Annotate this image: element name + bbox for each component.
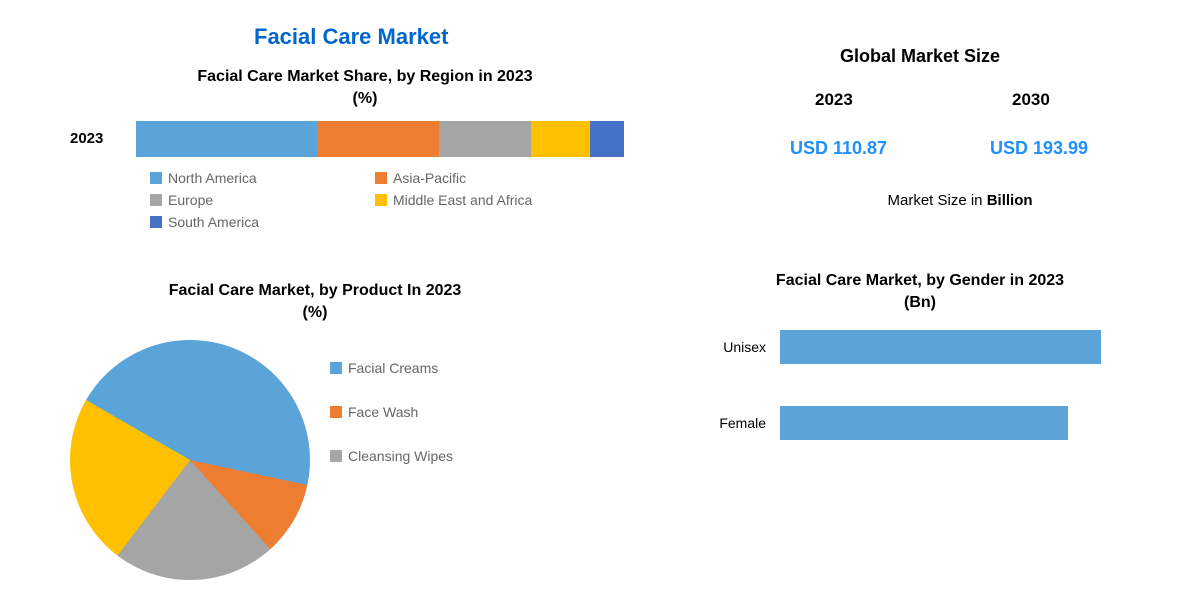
region-legend-item: North America bbox=[150, 170, 345, 186]
market-size-unit-prefix: Market Size in bbox=[887, 192, 986, 209]
stacked-bar-track bbox=[135, 120, 625, 158]
market-size-year-2030: 2030 bbox=[1012, 90, 1050, 110]
market-size-value-2023: USD 110.87 bbox=[790, 138, 887, 159]
region-legend: North America Asia-Pacific Europe Middle Ea… bbox=[150, 170, 620, 230]
legend-label: Asia-Pacific bbox=[393, 170, 466, 186]
gender-label: Female bbox=[700, 415, 780, 431]
legend-label: Middle East and Africa bbox=[393, 192, 532, 208]
region-chart-title: Facial Care Market Share, by Region in 2… bbox=[135, 68, 595, 86]
market-size-year-2023: 2023 bbox=[815, 90, 853, 110]
legend-swatch bbox=[150, 172, 162, 184]
legend-swatch bbox=[375, 194, 387, 206]
legend-label: Facial Creams bbox=[348, 360, 438, 376]
gender-bar-chart: Unisex Female bbox=[700, 330, 1140, 482]
region-legend-item: Middle East and Africa bbox=[375, 192, 570, 208]
gender-bar bbox=[780, 406, 1068, 440]
market-size-title: Global Market Size bbox=[730, 46, 1110, 67]
gender-bar-wrap bbox=[780, 406, 1140, 440]
stacked-bar-seg-0 bbox=[136, 121, 317, 157]
legend-swatch bbox=[330, 362, 342, 374]
product-pie-chart bbox=[70, 340, 310, 580]
gender-row: Female bbox=[700, 406, 1140, 440]
region-year-label: 2023 bbox=[70, 130, 103, 147]
legend-swatch bbox=[330, 450, 342, 462]
product-chart-subtitle: (%) bbox=[80, 304, 550, 322]
stacked-bar-seg-4 bbox=[590, 121, 624, 157]
gender-chart-title: Facial Care Market, by Gender in 2023 bbox=[700, 272, 1140, 290]
region-chart-subtitle: (%) bbox=[135, 90, 595, 108]
legend-label: North America bbox=[168, 170, 257, 186]
gender-chart-subtitle: (Bn) bbox=[700, 294, 1140, 312]
legend-swatch bbox=[150, 194, 162, 206]
market-size-unit-bold: Billion bbox=[987, 192, 1033, 209]
region-legend-item: Asia-Pacific bbox=[375, 170, 570, 186]
market-size-unit: Market Size in Billion bbox=[820, 192, 1100, 209]
stacked-bar-seg-1 bbox=[317, 121, 439, 157]
gender-row: Unisex bbox=[700, 330, 1140, 364]
region-legend-item: Europe bbox=[150, 192, 345, 208]
legend-label: South America bbox=[168, 214, 259, 230]
gender-label: Unisex bbox=[700, 339, 780, 355]
product-legend: Facial Creams Face Wash Cleansing Wipes bbox=[330, 360, 525, 464]
product-legend-item: Face Wash bbox=[330, 404, 525, 420]
region-legend-item: South America bbox=[150, 214, 345, 230]
stacked-bar-seg-2 bbox=[439, 121, 532, 157]
product-chart-title: Facial Care Market, by Product In 2023 bbox=[80, 282, 550, 300]
gender-bar-wrap bbox=[780, 330, 1140, 364]
product-legend-item: Cleansing Wipes bbox=[330, 448, 525, 464]
market-size-value-2030: USD 193.99 bbox=[990, 138, 1088, 159]
legend-swatch bbox=[375, 172, 387, 184]
legend-swatch bbox=[330, 406, 342, 418]
legend-label: Europe bbox=[168, 192, 213, 208]
legend-label: Face Wash bbox=[348, 404, 418, 420]
gender-bar bbox=[780, 330, 1101, 364]
stacked-bar-seg-3 bbox=[531, 121, 590, 157]
product-legend-item: Facial Creams bbox=[330, 360, 525, 376]
legend-swatch bbox=[150, 216, 162, 228]
legend-label: Cleansing Wipes bbox=[348, 448, 453, 464]
main-title: Facial Care Market bbox=[254, 24, 448, 50]
